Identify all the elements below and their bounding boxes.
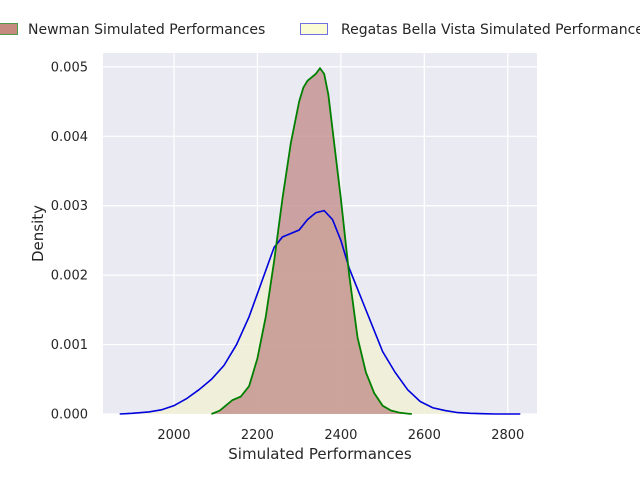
y-axis-label: Density [29,205,47,262]
legend-swatch-regatas [300,23,328,35]
legend-label-regatas: Regatas Bella Vista Simulated Performanc… [341,22,640,38]
x-tick-label: 2200 [241,428,274,443]
y-tick-labels: 0.000 0.001 0.002 0.003 0.004 0.005 [51,60,88,422]
y-tick-label: 0.003 [51,199,88,214]
legend-swatch-newman [0,23,18,35]
legend: Newman Simulated Performances Regatas Be… [0,20,640,40]
series-layer [119,66,521,415]
regatas-density-line [119,209,521,415]
newman-density-line [211,66,412,415]
x-tick-label: 2800 [491,428,524,443]
y-tick-label: 0.005 [51,60,88,75]
x-tick-labels: 2000 2200 2400 2600 2800 [157,428,524,443]
x-tick-label: 2400 [324,428,357,443]
x-axis-label: Simulated Performances [228,445,412,463]
y-tick-label: 0.000 [51,408,88,423]
y-tick-label: 0.004 [51,130,88,145]
x-tick-label: 2000 [157,428,190,443]
legend-label-newman: Newman Simulated Performances [28,22,266,38]
y-tick-label: 0.001 [51,338,88,353]
x-tick-label: 2600 [408,428,441,443]
newman-density-area [211,68,412,415]
y-tick-label: 0.002 [51,269,88,284]
